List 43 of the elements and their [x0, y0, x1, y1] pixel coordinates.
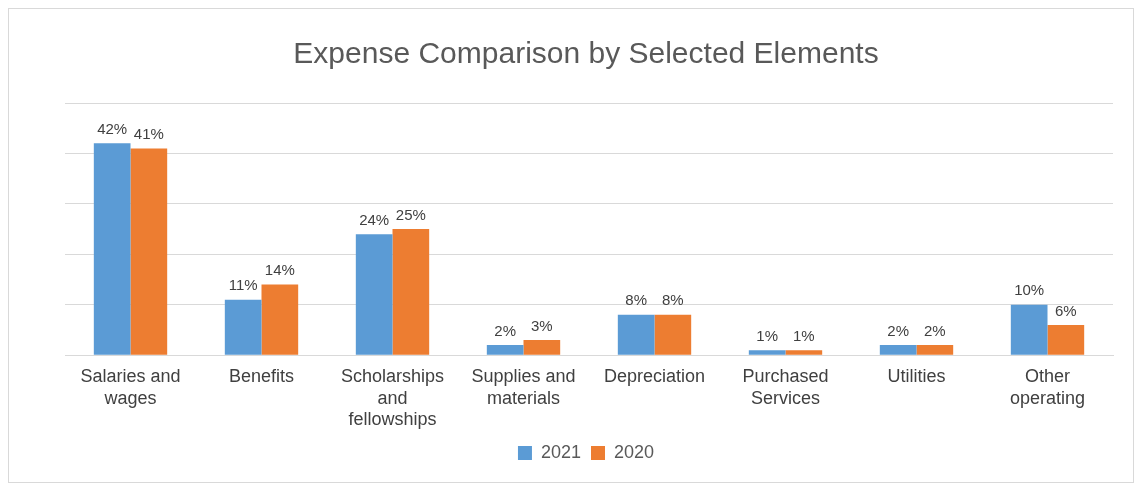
bar — [130, 148, 168, 355]
bar — [879, 345, 917, 355]
chart-title: Expense Comparison by Selected Elements — [293, 36, 879, 70]
x-tick-label: Purchased Services — [742, 365, 829, 408]
bar — [523, 340, 561, 355]
legend-label: 2021 — [540, 441, 581, 462]
data-label: 2% — [887, 321, 909, 339]
legend-label: 2020 — [614, 441, 655, 462]
bar — [748, 350, 786, 355]
bar — [654, 314, 692, 355]
data-label: 25% — [395, 205, 426, 223]
bar — [392, 229, 430, 355]
bar — [93, 143, 131, 355]
data-label: 1% — [793, 326, 815, 344]
bar — [224, 299, 262, 355]
data-label: 8% — [662, 291, 684, 309]
data-label: 11% — [228, 276, 258, 294]
bar — [486, 345, 524, 355]
data-label: 2% — [924, 321, 946, 339]
bar — [617, 314, 655, 355]
x-tick-label: Other operating — [1009, 365, 1086, 408]
bar — [1047, 324, 1085, 355]
bar — [785, 350, 823, 355]
x-tick-label: Salaries and wages — [80, 365, 181, 408]
data-label: 6% — [1055, 301, 1077, 319]
bar — [916, 345, 954, 355]
x-tick-label: Utilities — [887, 365, 946, 386]
bar — [1010, 304, 1048, 355]
bar — [261, 284, 299, 355]
x-tick-label: Depreciation — [603, 365, 706, 386]
data-label: 42% — [97, 119, 128, 137]
x-tick-label: Scholarships and fellowships — [340, 365, 445, 430]
x-tick-label: Supplies and materials — [471, 365, 576, 408]
data-label: 3% — [531, 316, 553, 334]
data-label: 8% — [625, 291, 647, 309]
data-label: 41% — [133, 125, 164, 143]
data-label: 1% — [756, 326, 778, 344]
data-label: 10% — [1014, 281, 1045, 299]
data-label: 14% — [264, 261, 295, 279]
data-label: 2% — [494, 321, 516, 339]
x-tick-label: Benefits — [228, 365, 295, 386]
data-label: 24% — [359, 210, 390, 228]
bar — [355, 234, 393, 355]
